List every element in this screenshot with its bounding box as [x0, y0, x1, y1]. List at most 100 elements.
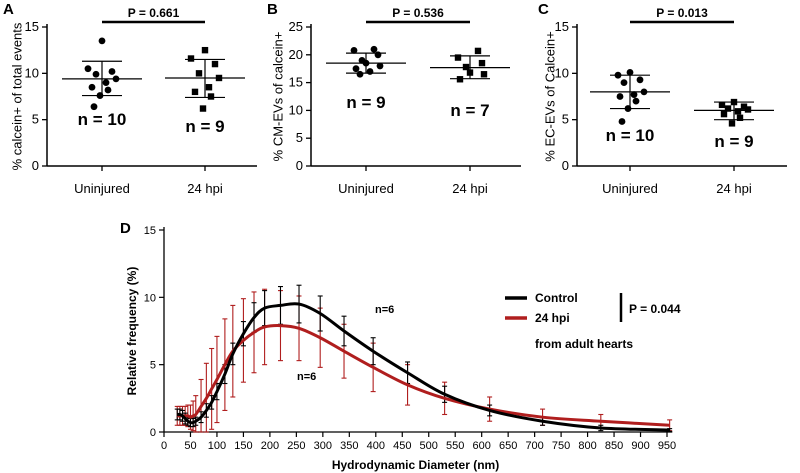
x-tick-label: 450: [393, 440, 411, 452]
data-point: [618, 118, 626, 125]
y-tick-label: 5: [562, 112, 569, 127]
x-tick-label: 50: [184, 440, 196, 452]
n-label: n = 10: [606, 126, 655, 145]
data-point: [740, 103, 748, 110]
y-tick-label: 5: [32, 112, 39, 127]
n-label: n = 9: [714, 132, 753, 151]
x-tick-label: 24 hpi: [187, 181, 223, 196]
n-label: n = 9: [185, 117, 224, 136]
data-point: [352, 65, 360, 73]
y-tick-label: 10: [144, 292, 156, 304]
x-tick-label: 600: [473, 440, 491, 452]
data-point: [630, 91, 638, 99]
y-axis-label: % calcein+ of total events: [10, 22, 25, 170]
x-tick-label: Uninjured: [338, 181, 394, 196]
legend-label: 24 hpi: [535, 311, 570, 325]
data-point: [205, 84, 213, 91]
data-point: [626, 69, 634, 76]
data-point: [90, 103, 98, 111]
x-tick-label: 750: [552, 440, 570, 452]
x-tick-label: 150: [234, 440, 252, 452]
data-point: [632, 97, 640, 105]
y-tick-label: 0: [150, 427, 156, 439]
x-tick-label: 550: [446, 440, 464, 452]
data-point: [211, 60, 219, 68]
n-label: n = 10: [78, 110, 127, 129]
y-axis-label: % CM-EVs of calcein+: [271, 32, 286, 162]
data-point: [102, 79, 110, 86]
x-tick-label: 950: [658, 440, 676, 452]
data-point: [370, 45, 378, 53]
data-point: [356, 70, 364, 78]
data-point: [108, 68, 116, 75]
data-point: [454, 54, 462, 61]
x-tick-label: 800: [578, 440, 596, 452]
y-tick-label: 15: [144, 225, 156, 237]
data-point: [104, 86, 112, 94]
data-point: [350, 46, 358, 54]
x-tick-label: 400: [367, 440, 385, 452]
data-point: [366, 68, 374, 75]
data-point: [199, 105, 207, 112]
data-point: [376, 62, 384, 70]
panel-label: A: [3, 1, 14, 18]
y-axis-label: Relative frequency (%): [125, 267, 139, 396]
y-tick-label: 5: [150, 360, 156, 372]
data-point: [720, 110, 728, 118]
data-point: [734, 108, 742, 115]
n-label: n=6: [297, 371, 316, 383]
data-point: [374, 51, 382, 59]
x-tick-label: 650: [499, 440, 517, 452]
data-point: [92, 70, 100, 78]
x-tick-label: 350: [340, 440, 358, 452]
series-line: [177, 302, 670, 432]
data-point: [636, 76, 644, 84]
x-tick-label: 100: [208, 440, 226, 452]
y-tick-label: 0: [562, 158, 569, 173]
y-tick-label: 0: [296, 158, 303, 173]
x-tick-label: 0: [161, 440, 167, 452]
y-tick-label: 0: [32, 158, 39, 173]
x-tick-label: 850: [605, 440, 623, 452]
p-value-label: P = 0.536: [392, 6, 444, 20]
n-label: n=6: [375, 304, 394, 316]
legend-label: Control: [535, 291, 578, 305]
y-tick-label: 20: [289, 47, 303, 62]
data-point: [195, 70, 203, 77]
data-point: [480, 71, 488, 78]
data-point: [474, 47, 482, 55]
n-label: n = 7: [450, 101, 489, 120]
n-label: n = 9: [346, 93, 385, 112]
data-point: [724, 105, 732, 112]
x-tick-label: 300: [314, 440, 332, 452]
x-tick-label: 24 hpi: [716, 181, 752, 196]
p-value-label: P = 0.661: [128, 6, 180, 20]
p-value-label: P = 0.013: [656, 6, 708, 20]
y-tick-label: 10: [25, 65, 39, 80]
panel-label: B: [267, 1, 278, 18]
y-tick-label: 25: [289, 19, 303, 34]
data-point: [187, 55, 195, 62]
data-point: [728, 120, 736, 127]
data-point: [191, 88, 199, 96]
y-tick-label: 15: [555, 19, 569, 34]
data-point: [744, 106, 752, 113]
y-tick-label: 5: [296, 130, 303, 145]
panel-label: C: [538, 1, 549, 18]
y-tick-label: 15: [25, 19, 39, 34]
data-point: [478, 59, 486, 67]
x-tick-label: 200: [261, 440, 279, 452]
data-point: [736, 114, 744, 122]
x-axis-label: Hydrodynamic Diameter (nm): [332, 458, 499, 472]
y-tick-label: 10: [555, 65, 569, 80]
y-axis-label: % EC-EVs of Calcein+: [543, 31, 558, 161]
y-tick-label: 15: [289, 75, 303, 90]
data-point: [616, 93, 624, 100]
x-tick-label: 500: [420, 440, 438, 452]
data-point: [88, 83, 96, 91]
legend-note: from adult hearts: [535, 337, 633, 351]
x-tick-label: 900: [631, 440, 649, 452]
x-tick-label: Uninjured: [602, 181, 658, 196]
panel-label: D: [120, 220, 131, 237]
